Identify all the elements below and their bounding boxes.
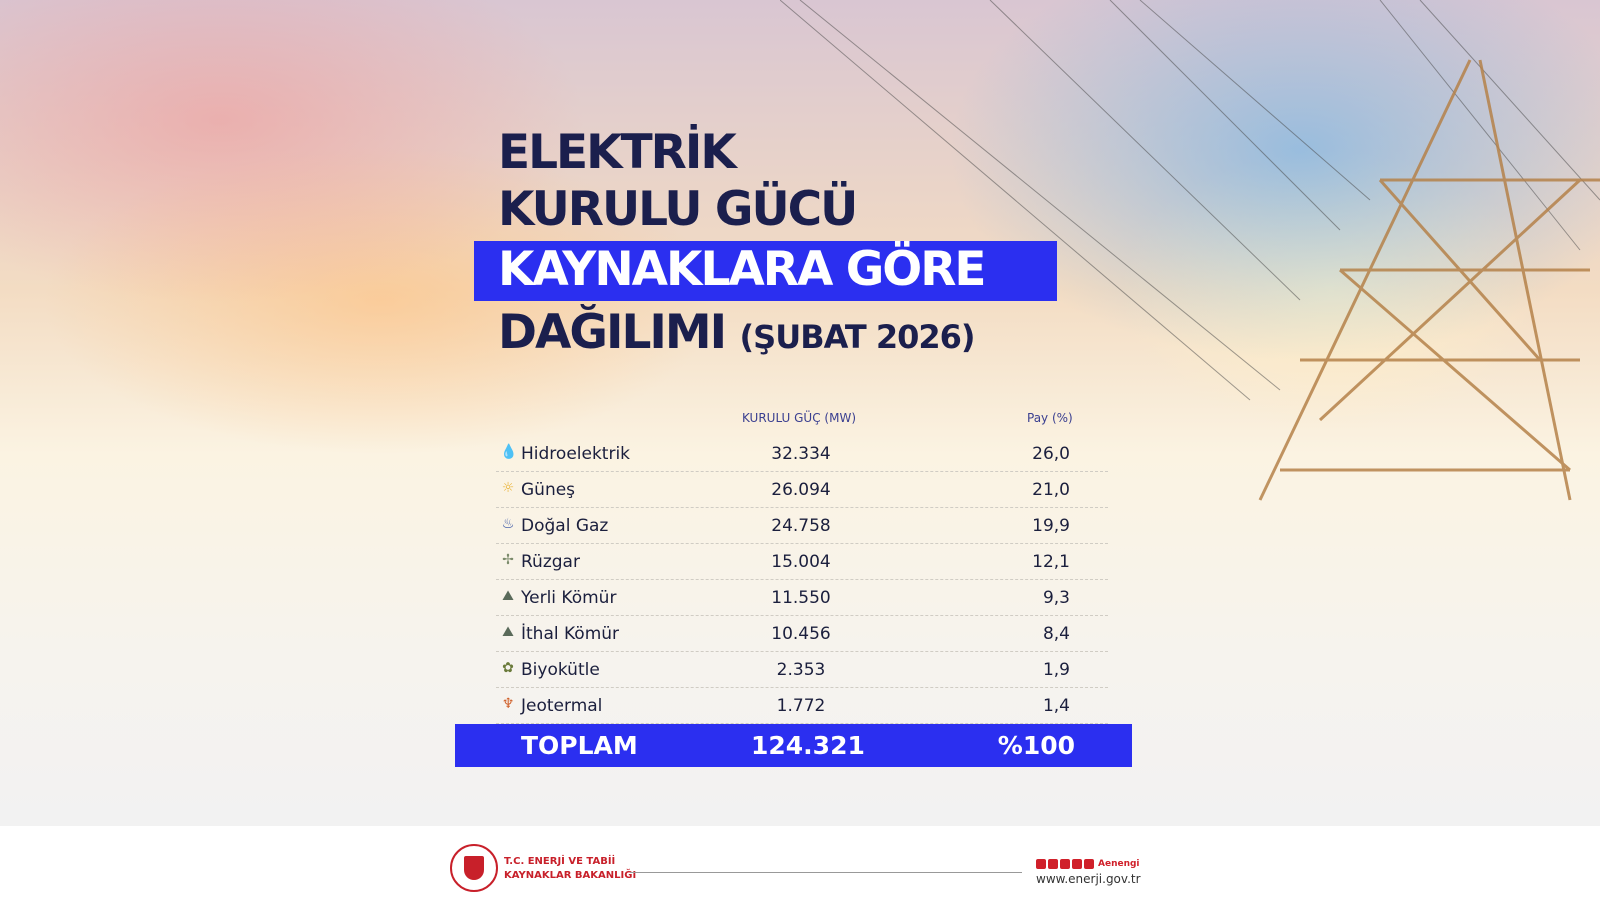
gas-flame-icon: ♨ [501, 516, 515, 532]
installed-mw: 26.094 [771, 480, 831, 500]
ministry-logo [450, 844, 498, 892]
footer-divider [630, 872, 1022, 873]
title-line-3: KAYNAKLARA GÖRE [498, 242, 987, 297]
social-icons: Aenengi [1036, 859, 1140, 869]
total-mw: 124.321 [751, 731, 865, 760]
water-drop-icon: 💧 [500, 444, 518, 460]
total-label: TOPLAM [521, 731, 638, 760]
source-name: Doğal Gaz [521, 516, 609, 536]
installed-mw: 15.004 [771, 552, 831, 572]
coal-icon: ⛰ [502, 588, 514, 604]
ministry-name-line-1: T.C. ENERJİ VE TABİİ [504, 856, 616, 867]
source-name: Rüzgar [521, 552, 580, 572]
coal-import-icon: ⛰ [502, 624, 514, 640]
linkedin-icon[interactable] [1084, 859, 1094, 869]
geothermal-icon: ♆ [501, 696, 515, 712]
installed-mw: 32.334 [771, 444, 831, 464]
column-header-share: Pay (%) [1027, 411, 1073, 425]
x-icon[interactable] [1060, 859, 1070, 869]
source-name: İthal Kömür [521, 624, 620, 644]
installed-mw: 10.456 [771, 624, 831, 644]
biomass-icon: ✿ [502, 660, 514, 676]
source-name: Güneş [521, 480, 576, 500]
table-row: ✢ Rüzgar 15.004 12,1 [496, 544, 1108, 580]
title-highlight [474, 241, 1057, 301]
sky-background [0, 0, 1600, 826]
installed-mw: 24.758 [771, 516, 831, 536]
title-line-4: DAĞILIMI [498, 305, 727, 360]
title-line-4-wrap: DAĞILIMI (ŞUBAT 2026) [498, 305, 976, 360]
installed-mw: 1.772 [776, 696, 826, 716]
share-percent: 26,0 [1032, 444, 1070, 464]
table-row: ♨ Doğal Gaz 24.758 19,9 [496, 508, 1108, 544]
sun-icon: ☼ [501, 480, 515, 496]
table-row: ✿ Biyokütle 2.353 1,9 [496, 652, 1108, 688]
share-percent: 19,9 [1032, 516, 1070, 536]
share-percent: 8,4 [1042, 624, 1070, 644]
title-line-1: ELEKTRİK [498, 125, 737, 180]
share-percent: 12,1 [1032, 552, 1070, 572]
facebook-icon[interactable] [1048, 859, 1058, 869]
youtube-icon[interactable] [1072, 859, 1082, 869]
total-share: %100 [997, 731, 1075, 760]
table-row: ⛰ Yerli Kömür 11.550 9,3 [496, 580, 1108, 616]
table-row: ♆ Jeotermal 1.772 1,4 [496, 688, 1108, 724]
share-percent: 1,9 [1042, 660, 1070, 680]
table-row: 💧 Hidroelektrik 32.334 26,0 [496, 436, 1108, 472]
instagram-icon[interactable] [1036, 859, 1046, 869]
source-name: Hidroelektrik [521, 444, 631, 464]
share-percent: 1,4 [1042, 696, 1070, 716]
total-row: TOPLAM 124.321 %100 [455, 724, 1132, 767]
ministry-name-line-2: KAYNAKLAR BAKANLIĞI [504, 870, 637, 881]
table-row: ☼ Güneş 26.094 21,0 [496, 472, 1108, 508]
installed-mw: 11.550 [771, 588, 831, 608]
social-handle: Aenengi [1098, 859, 1140, 869]
title-period: (ŞUBAT 2026) [739, 318, 976, 356]
power-tower-image [780, 0, 1600, 501]
source-name: Jeotermal [521, 696, 603, 716]
footer [0, 826, 1600, 900]
share-percent: 9,3 [1042, 588, 1070, 608]
column-header-mw: KURULU GÜÇ (MW) [742, 411, 856, 425]
table-row: ⛰ İthal Kömür 10.456 8,4 [496, 616, 1108, 652]
share-percent: 21,0 [1032, 480, 1070, 500]
wind-turbine-icon: ✢ [502, 552, 514, 568]
website-link[interactable]: www.enerji.gov.tr [1036, 872, 1141, 886]
source-name: Biyokütle [521, 660, 600, 680]
title-line-2: KURULU GÜCÜ [498, 182, 858, 237]
source-name: Yerli Kömür [521, 588, 617, 608]
installed-mw: 2.353 [776, 660, 826, 680]
